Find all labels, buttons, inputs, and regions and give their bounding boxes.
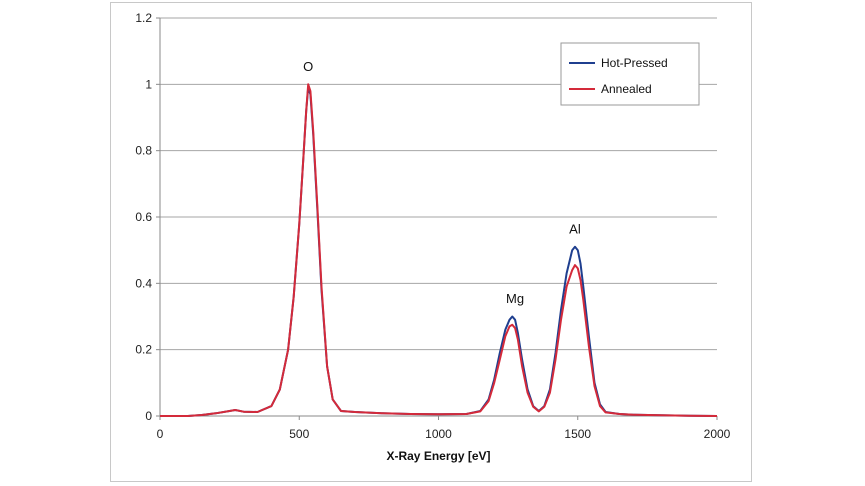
- x-tick-labels: 0 500 1000 1500 2000: [157, 427, 731, 441]
- peak-annotations: O Mg Al: [303, 59, 581, 306]
- x-tick-label: 0: [157, 427, 164, 441]
- chart-frame: 0 0.2 0.4 0.6 0.8 1 1.2 0 500 1000 1500 2000 O Mg Al…: [110, 2, 752, 482]
- x-tick-label: 2000: [704, 427, 731, 441]
- x-tick-label: 500: [289, 427, 309, 441]
- y-tick-label: 0.4: [135, 276, 152, 290]
- series-line-hot-pressed: [160, 86, 718, 417]
- legend-items: Hot-Pressed Annealed: [569, 56, 668, 96]
- y-tick-label: 0: [145, 409, 152, 423]
- axes: [156, 17, 718, 420]
- y-tick-labels: 0 0.2 0.4 0.6 0.8 1 1.2: [135, 11, 152, 423]
- y-tick-label: 0.2: [135, 343, 152, 357]
- legend-label: Hot-Pressed: [601, 56, 668, 70]
- y-tick-label: 0.8: [135, 144, 152, 158]
- peak-label: Mg: [506, 291, 524, 306]
- legend: Hot-Pressed Annealed: [560, 42, 700, 106]
- x-tick-label: 1500: [564, 427, 591, 441]
- series-line-annealed: [160, 83, 718, 417]
- series-lines: [160, 83, 718, 417]
- line-chart: 0 0.2 0.4 0.6 0.8 1 1.2 0 500 1000 1500 2000 O Mg Al…: [135, 11, 731, 463]
- x-tick-label: 1000: [425, 427, 452, 441]
- legend-box: [560, 42, 700, 106]
- peak-label: Al: [569, 222, 581, 237]
- peak-label: O: [303, 59, 313, 74]
- y-tick-label: 1.2: [135, 11, 152, 25]
- grid-lines: [160, 17, 717, 351]
- y-tick-label: 0.6: [135, 210, 152, 224]
- legend-label: Annealed: [601, 82, 652, 96]
- y-tick-label: 1: [145, 77, 152, 91]
- x-axis-title: X-Ray Energy [eV]: [386, 449, 490, 463]
